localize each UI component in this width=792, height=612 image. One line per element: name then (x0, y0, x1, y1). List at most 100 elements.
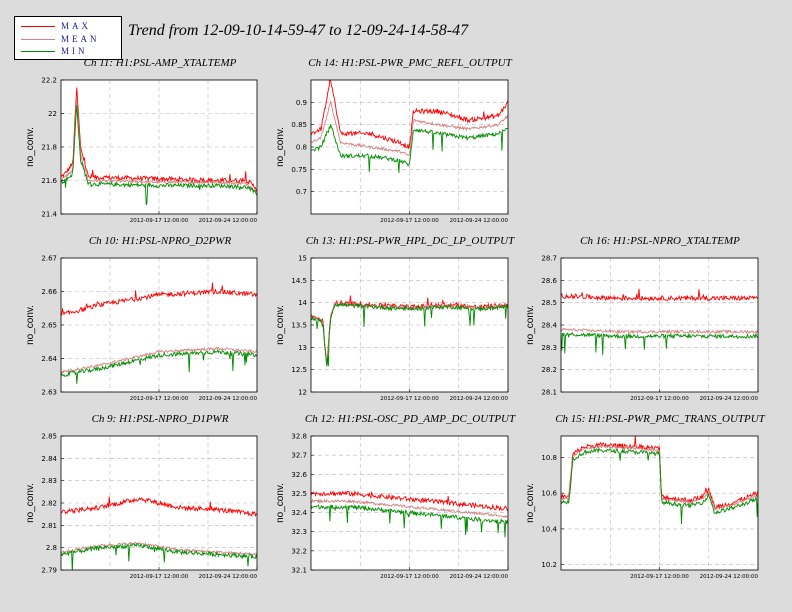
y-tick-label: 32.5 (291, 490, 307, 498)
series-line-min (561, 331, 758, 356)
y-tick-label: 32.2 (291, 547, 307, 555)
y-tick-label: 10.4 (541, 525, 557, 533)
y-tick-label: 32.3 (291, 528, 307, 536)
y-tick-label: 2.63 (41, 389, 57, 397)
y-axis-label: no_conv. (25, 483, 36, 523)
series-line-max (61, 496, 257, 518)
y-tick-label: 28.2 (541, 366, 557, 374)
y-tick-label: 28.4 (541, 322, 557, 330)
y-axis-label: no_conv. (275, 127, 286, 167)
y-tick-label: 2.8 (46, 544, 57, 552)
chart-title: Ch 10: H1:PSL-NPRO_D2PWR (89, 235, 232, 247)
y-axis-label: no_conv. (25, 127, 36, 167)
series-line-min (561, 447, 758, 525)
y-tick-label: 15 (298, 255, 307, 263)
chart-8: 10.2 10.4 10.6 10.8 2012-09-17 12:00:00 2012-… (525, 413, 766, 580)
y-tick-label: 21.8 (41, 144, 57, 152)
series-line-min (61, 543, 257, 570)
series-line-mean (61, 346, 257, 374)
y-tick-label: 0.9 (296, 99, 307, 107)
grid (561, 258, 758, 392)
y-tick-label: 28.7 (541, 255, 557, 263)
series-line-max (61, 87, 257, 192)
chart-2: 0.7 0.75 0.8 0.85 0.9 2012-09-17 12:00:00 2012… (275, 57, 513, 224)
y-tick-label: 10.6 (541, 490, 557, 498)
y-tick-label: 21.6 (41, 177, 57, 185)
series-line-max (561, 436, 758, 511)
y-tick-label: 32.1 (291, 567, 307, 575)
y-tick-label: 2.84 (41, 455, 57, 463)
y-tick-label: 2.65 (41, 322, 57, 330)
grid (561, 436, 758, 570)
series-line-mean (561, 444, 758, 511)
y-tick-label: 0.8 (296, 144, 307, 152)
y-tick-label: 22 (48, 110, 57, 118)
series-line-min (311, 302, 508, 367)
legend-item-max: MAX (19, 21, 121, 33)
y-tick-label: 22.2 (41, 77, 57, 85)
x-tick-label: 2012-09-17 12:00:00 (380, 574, 439, 580)
x-tick-label: 2012-09-17 12:00:00 (130, 396, 189, 402)
legend-item-min: MIN (19, 46, 121, 58)
main-title: Trend from 12-09-10-14-59-47 to 12-09-24… (128, 22, 469, 39)
series-line-mean (61, 98, 257, 193)
y-tick-label: 13 (298, 344, 307, 352)
series-line-min (61, 348, 257, 384)
y-tick-label: 2.67 (41, 255, 57, 263)
x-tick-label: 2012-09-17 12:00:00 (130, 574, 189, 580)
y-tick-label: 2.66 (41, 288, 57, 296)
y-tick-label: 2.85 (41, 433, 57, 441)
x-tick-label: 2012-09-24 12:00:00 (700, 396, 759, 402)
legend: MAX MEAN MIN (14, 16, 122, 60)
y-tick-label: 12.5 (291, 366, 307, 374)
y-tick-label: 28.6 (541, 277, 557, 285)
y-axis-label: no_conv. (275, 305, 286, 345)
y-tick-label: 0.85 (291, 121, 307, 129)
legend-swatch-mean (21, 39, 55, 40)
y-tick-label: 21.4 (41, 211, 57, 219)
legend-swatch-max (21, 26, 55, 27)
series-line-mean (561, 327, 758, 335)
x-tick-label: 2012-09-24 12:00:00 (700, 574, 759, 580)
series-line-min (311, 504, 508, 538)
chart-title: Ch 14: H1:PSL-PWR_PMC_REFL_OUTPUT (308, 57, 512, 69)
chart-3: 2.63 2.64 2.65 2.66 2.67 2012-09-17 12:00:00 2… (25, 235, 257, 402)
y-tick-label: 2.83 (41, 477, 57, 485)
y-tick-label: 32.6 (291, 471, 307, 479)
chart-title: Ch 13: H1:PSL-PWR_HPL_DC_LP_OUTPUT (306, 235, 515, 247)
legend-item-mean: MEAN (19, 34, 121, 46)
y-tick-label: 0.75 (291, 166, 307, 174)
chart-title: Ch 15: H1:PSL-PWR_PMC_TRANS_OUTPUT (555, 413, 765, 425)
y-tick-label: 28.3 (541, 344, 557, 352)
y-tick-label: 28.1 (541, 389, 557, 397)
legend-swatch-min (21, 51, 55, 52)
x-tick-label: 2012-09-17 12:00:00 (380, 396, 439, 402)
y-tick-label: 28.5 (541, 299, 557, 307)
y-tick-label: 32.4 (291, 509, 307, 517)
x-tick-label: 2012-09-24 12:00:00 (199, 574, 258, 580)
series-line-min (61, 104, 257, 206)
chart-1: 21.4 21.6 21.8 22 22.2 2012-09-17 12:00:00 201… (25, 57, 257, 224)
y-tick-label: 32.8 (291, 433, 307, 441)
y-tick-label: 10.8 (541, 454, 557, 462)
chart-title: Ch 9: H1:PSL-NPRO_D1PWR (92, 413, 229, 425)
x-tick-label: 2012-09-17 12:00:00 (130, 218, 189, 224)
y-axis-label: no_conv. (525, 305, 536, 345)
series-line-max (311, 490, 508, 512)
y-tick-label: 14.5 (291, 277, 307, 285)
x-tick-label: 2012-09-24 12:00:00 (450, 218, 509, 224)
chart-title: Ch 16: H1:PSL-NPRO_XTALTEMP (580, 235, 740, 247)
series-line-mean (311, 99, 508, 157)
chart-title: Ch 11: H1:PSL-AMP_XTALTEMP (84, 57, 237, 69)
y-tick-label: 32.7 (291, 452, 307, 460)
legend-label-max: MAX (61, 21, 92, 31)
series-line-max (61, 282, 257, 316)
y-tick-label: 13.5 (291, 322, 307, 330)
series-line-max (311, 80, 508, 149)
x-tick-label: 2012-09-24 12:00:00 (450, 396, 509, 402)
x-tick-label: 2012-09-17 12:00:00 (630, 396, 689, 402)
legend-label-mean: MEAN (61, 34, 100, 44)
chart-6: 2.79 2.8 2.81 2.82 2.83 2.84 2.85 2012-09-17 12… (25, 413, 257, 580)
x-tick-label: 2012-09-24 12:00:00 (450, 574, 509, 580)
y-tick-label: 2.64 (41, 355, 57, 363)
